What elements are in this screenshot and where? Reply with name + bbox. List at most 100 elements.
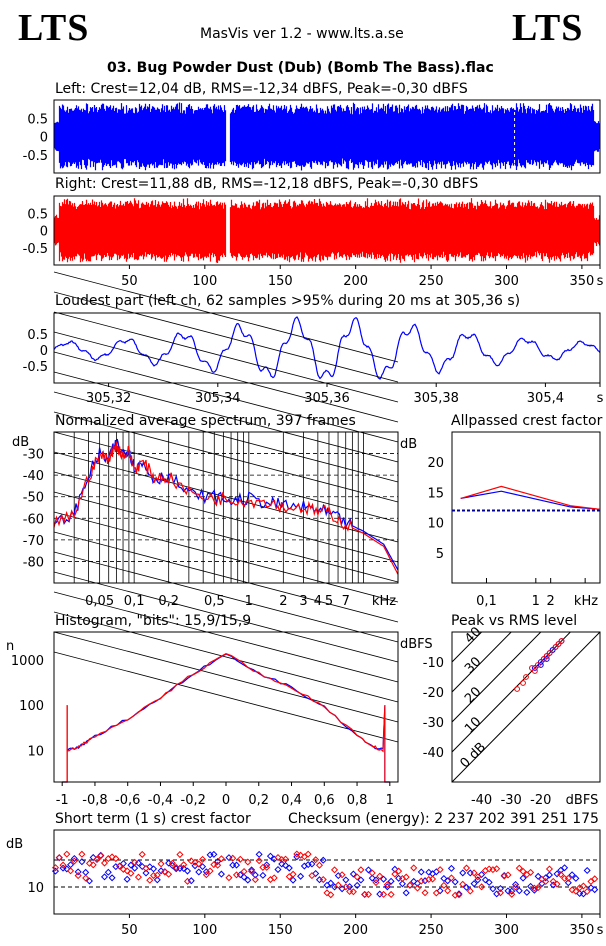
spectrum-slope-line: [53, 471, 399, 563]
spectrum-slope-line: [53, 271, 399, 363]
left-waveform-ytick: 0.5: [27, 112, 48, 127]
spectrum-slope-line: [53, 511, 399, 603]
crest-xtick-label: 1: [532, 594, 540, 609]
crest-ytick: 10: [427, 517, 444, 532]
short-crest-right-point: [466, 887, 474, 895]
short-crest-left-point: [417, 868, 425, 876]
short-crest-right-point: [327, 891, 335, 899]
short-crest-left-point: [248, 866, 256, 874]
short-crest-left-point: [523, 888, 531, 896]
short-crest-right-point: [131, 858, 139, 866]
short-crest-right-point: [591, 875, 599, 883]
short-crest-left-point: [150, 865, 158, 873]
spectrum-slope-line: [53, 591, 399, 683]
short-crest-title: Short term (1 s) crest factor: [55, 811, 251, 827]
short-crest-right-point: [459, 880, 467, 888]
right-waveform-xtick-label: 200: [343, 274, 368, 289]
short-crest-right-point: [376, 872, 384, 880]
short-crest-left-point: [436, 887, 444, 895]
short-crest-right-point: [63, 850, 71, 858]
short-crest-right-point: [225, 874, 233, 882]
spectrum-xtick-label: 0,2: [158, 594, 179, 609]
short-crest-left-point: [572, 874, 580, 882]
histogram-right-line: [62, 653, 390, 783]
short-crest-right-point: [263, 863, 271, 871]
peak-rms-right-point: [546, 650, 553, 656]
short-crest-right-point: [583, 887, 591, 896]
crest-right-line: [460, 485, 601, 510]
short-crest-right-point: [255, 857, 263, 865]
left-waveform-signal: [53, 102, 601, 171]
left-waveform-ytick: 0: [40, 131, 48, 146]
short-crest-right-point: [157, 860, 165, 868]
histogram-ytick: 100: [19, 699, 44, 714]
short-crest-right-point: [202, 871, 210, 879]
short-crest-right-point: [97, 852, 105, 860]
short-crest-left-point: [85, 877, 93, 885]
short-crest-left-point: [462, 883, 471, 891]
right-waveform-ytick: 0: [40, 225, 48, 240]
peak-rms-right-point: [558, 638, 565, 644]
peak-rms-right-point: [543, 653, 550, 659]
peak-rms-diagonal-label: 0 dB: [458, 740, 490, 772]
short-crest-xtick-label: 300: [494, 923, 519, 938]
short-crest-left-point: [327, 879, 335, 887]
short-crest-right-point: [240, 867, 248, 876]
spectrum-ytick: -60: [23, 512, 44, 527]
short-crest-frame: [53, 829, 601, 915]
short-crest-left-point: [142, 869, 150, 877]
short-crest-right-point: [331, 866, 339, 874]
spectrum-xtick-label: 7: [342, 594, 350, 609]
crest-ytick: 5: [436, 547, 444, 562]
right-waveform-xtick-label: 50: [121, 274, 138, 289]
peak-rms-right-point: [540, 656, 547, 662]
short-crest-right-point: [78, 850, 86, 858]
spectrum-slope-line: [53, 531, 399, 623]
spectrum-xtick-label: kHz: [372, 594, 396, 609]
short-crest-left-point: [214, 857, 222, 866]
peak-rms-xlabel: dBFS: [566, 793, 599, 808]
spectrum-slope-line: [53, 631, 399, 723]
short-crest-right-point: [368, 869, 376, 877]
short-crest-right-point: [315, 861, 323, 869]
short-crest-left-point: [398, 880, 406, 888]
short-crest-left-point: [591, 886, 599, 894]
short-crest-xtick-label: 250: [419, 923, 444, 938]
short-crest-left-point: [545, 871, 554, 879]
short-crest-xtick-label: 100: [192, 923, 217, 938]
short-crest-right-point: [395, 867, 403, 875]
left-waveform-frame: [53, 99, 601, 174]
spectrum-right-line: [53, 441, 399, 575]
short-crest-right-point: [334, 881, 342, 889]
spectrum-xtick-label: 1: [245, 594, 253, 609]
short-crest-right-point: [93, 855, 101, 863]
short-crest-left-point: [191, 862, 199, 870]
peak-rms-right-point: [529, 665, 535, 671]
histogram-xtick-label: 0,8: [347, 793, 368, 808]
peak-rms-diagonal: [451, 631, 601, 783]
short-crest-left-point: [568, 871, 576, 879]
histogram-xtick-label: 0,4: [281, 793, 302, 808]
short-crest-left-point: [232, 861, 241, 869]
spectrum-slope-line: [53, 451, 399, 543]
histogram-xtick-label: 0: [222, 793, 230, 808]
short-crest-left-point: [255, 850, 263, 858]
peak-rms-ytick: -20: [423, 686, 444, 701]
histogram-xtick-label: -0,8: [82, 793, 107, 808]
short-crest-left-point: [259, 871, 267, 879]
short-crest-right-point: [527, 868, 535, 876]
short-crest-right-point: [515, 864, 523, 872]
short-crest-right-point: [51, 864, 60, 872]
short-crest-right-point: [508, 890, 516, 898]
short-crest-left-point: [346, 883, 354, 891]
peak-rms-ylabel: dBFS: [400, 637, 433, 652]
short-crest-right-point: [383, 881, 391, 889]
short-crest-right-point: [564, 874, 572, 882]
loudest-part-ytick: 0.5: [27, 328, 48, 343]
short-crest-right-point: [406, 881, 414, 889]
spectrum-xtick-label: 0,05: [85, 594, 114, 609]
short-crest-right-point: [512, 883, 520, 891]
short-crest-right-point: [176, 850, 184, 859]
histogram-ytick: 1000: [11, 654, 44, 669]
short-crest-left-point: [432, 868, 440, 876]
